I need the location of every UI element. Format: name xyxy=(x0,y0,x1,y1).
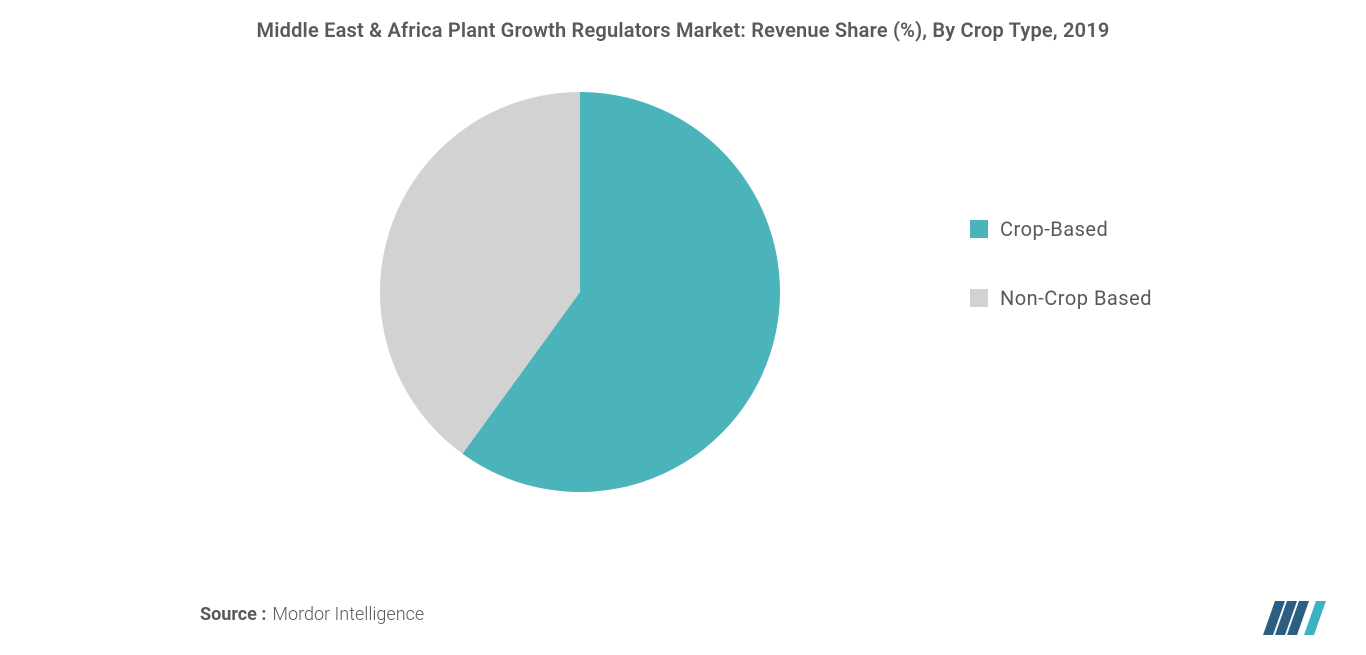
pie-chart xyxy=(380,92,780,496)
mordor-logo xyxy=(1261,595,1331,637)
chart-container: Crop-Based Non-Crop Based xyxy=(0,42,1366,562)
legend-item-non-crop-based: Non-Crop Based xyxy=(970,286,1152,310)
legend: Crop-Based Non-Crop Based xyxy=(970,217,1152,355)
legend-item-crop-based: Crop-Based xyxy=(970,217,1152,241)
legend-label: Non-Crop Based xyxy=(1000,286,1152,310)
legend-swatch xyxy=(970,220,988,238)
legend-swatch xyxy=(970,289,988,307)
legend-label: Crop-Based xyxy=(1000,217,1108,241)
chart-title: Middle East & Africa Plant Growth Regula… xyxy=(0,0,1366,42)
source-footer: Source : Mordor Intelligence xyxy=(200,604,424,625)
source-label: Source : xyxy=(200,604,266,625)
source-text: Mordor Intelligence xyxy=(272,604,424,625)
logo-shape xyxy=(1304,601,1326,635)
